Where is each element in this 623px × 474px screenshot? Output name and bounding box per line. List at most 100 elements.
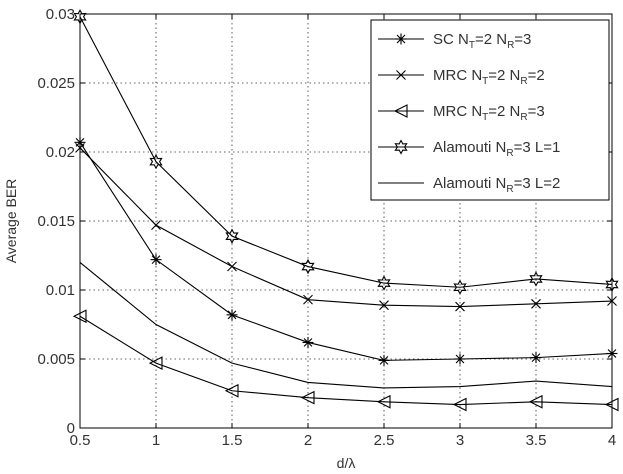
y-axis-label: Average BER xyxy=(3,179,19,264)
y-tick-label: 0 xyxy=(67,420,75,437)
legend-box xyxy=(370,19,610,201)
x-tick-label: 2.5 xyxy=(374,432,395,449)
data-point xyxy=(149,153,163,170)
legend-subscript: R xyxy=(506,148,513,159)
data-point xyxy=(300,390,315,405)
legend-text-part: =3 xyxy=(528,103,545,120)
data-point xyxy=(453,279,467,295)
data-point xyxy=(226,309,238,321)
data-point xyxy=(528,394,543,409)
x-axis-label: d/λ xyxy=(337,455,356,471)
marker-shape xyxy=(224,383,239,398)
y-tick-label: 0.03 xyxy=(46,6,75,23)
x-tick-label: 2 xyxy=(304,432,312,449)
axis-ticks: 0.5 1 1.5 2 2.5 3 3.5 4 0 0.005 0.01 0.015 0.02 0.025… xyxy=(37,6,616,449)
data-point xyxy=(529,271,543,287)
legend-text-part: =2 N xyxy=(488,103,520,120)
legend-label: MRC NT=2 NR=2 xyxy=(433,67,545,87)
y-tick-label: 0.025 xyxy=(37,75,75,92)
marker-shape xyxy=(453,279,467,295)
legend-item: MRC NT=2 NR=2 xyxy=(378,67,545,87)
legend-subscript: R xyxy=(506,184,513,195)
marker-shape xyxy=(148,356,163,371)
marker-stroke xyxy=(227,261,237,272)
marker-shape xyxy=(149,153,163,170)
legend-text-part: Alamouti N xyxy=(433,175,506,192)
legend-subscript: R xyxy=(520,76,527,87)
marker-stroke xyxy=(303,338,313,347)
data-point xyxy=(531,298,541,309)
legend-item: Alamouti NR=3 L=2 xyxy=(378,175,560,195)
data-point xyxy=(150,254,162,266)
data-point xyxy=(378,354,390,366)
marker-shape xyxy=(376,394,391,409)
legend-label: Alamouti NR=3 L=1 xyxy=(433,139,560,159)
data-point xyxy=(376,394,391,409)
marker-stroke xyxy=(151,255,161,264)
legend-item: Alamouti NR=3 L=1 xyxy=(378,139,560,159)
marker-shape xyxy=(452,397,467,412)
legend-text-part: =3 L=2 xyxy=(514,175,561,192)
marker-stroke xyxy=(227,310,237,320)
data-point xyxy=(530,352,542,364)
legend-item: SC NT=2 NR=3 xyxy=(378,31,531,51)
legend-subscript: T xyxy=(469,40,475,51)
data-point xyxy=(396,70,406,80)
legend-text-part: =3 xyxy=(514,31,531,48)
x-tick-label: 1 xyxy=(152,432,160,449)
series-line xyxy=(79,16,613,288)
y-tick-label: 0.005 xyxy=(37,351,75,368)
data-point xyxy=(224,383,239,398)
marker-shape xyxy=(528,394,543,409)
marker-shape xyxy=(225,228,239,244)
legend-text-part: MRC N xyxy=(433,103,482,120)
data-point xyxy=(452,397,467,412)
marker-stroke xyxy=(455,301,465,312)
legend-text-part: Alamouti N xyxy=(433,139,506,156)
marker-shape xyxy=(529,271,543,287)
x-tick-label: 0.5 xyxy=(70,432,91,449)
series-x xyxy=(75,142,617,312)
legend-subscript: T xyxy=(482,112,488,123)
legend-label: MRC NT=2 NR=3 xyxy=(433,103,545,123)
marker-shape xyxy=(300,390,315,405)
legend-label: Alamouti NR=3 L=2 xyxy=(433,175,560,195)
marker-stroke xyxy=(396,70,406,80)
data-point xyxy=(303,294,313,305)
x-tick-label: 4 xyxy=(608,432,616,449)
legend-text-part: SC N xyxy=(433,31,469,48)
series-none xyxy=(79,261,613,389)
legend-text-part: MRC N xyxy=(433,67,482,84)
data-point xyxy=(151,220,161,231)
y-tick-label: 0.02 xyxy=(46,144,75,161)
marker-stroke xyxy=(455,354,465,364)
y-tick-label: 0.015 xyxy=(37,213,75,230)
data-point xyxy=(379,300,389,311)
marker-stroke xyxy=(531,353,541,362)
marker-stroke xyxy=(379,300,389,311)
x-tick-label: 3 xyxy=(456,432,464,449)
data-point xyxy=(377,275,391,291)
plot-series xyxy=(72,9,619,412)
marker-stroke xyxy=(151,220,161,231)
legend-text-part: =2 N xyxy=(488,67,520,84)
data-point xyxy=(454,353,466,365)
legend-label: SC NT=2 NR=3 xyxy=(433,31,531,51)
marker-stroke xyxy=(303,294,313,305)
series-hexagram xyxy=(73,9,619,295)
series-line xyxy=(79,315,613,406)
series-line xyxy=(79,142,613,361)
marker-shape xyxy=(393,104,408,118)
data-point xyxy=(393,104,408,118)
legend-text-part: =2 N xyxy=(475,31,507,48)
data-point xyxy=(148,356,163,371)
data-point xyxy=(301,258,315,275)
data-point xyxy=(455,301,465,312)
data-point xyxy=(394,139,408,155)
marker-stroke xyxy=(379,356,389,365)
marker-shape xyxy=(394,139,408,155)
series-line xyxy=(79,147,613,308)
series-line xyxy=(79,261,613,389)
legend-subscript: R xyxy=(520,112,527,123)
